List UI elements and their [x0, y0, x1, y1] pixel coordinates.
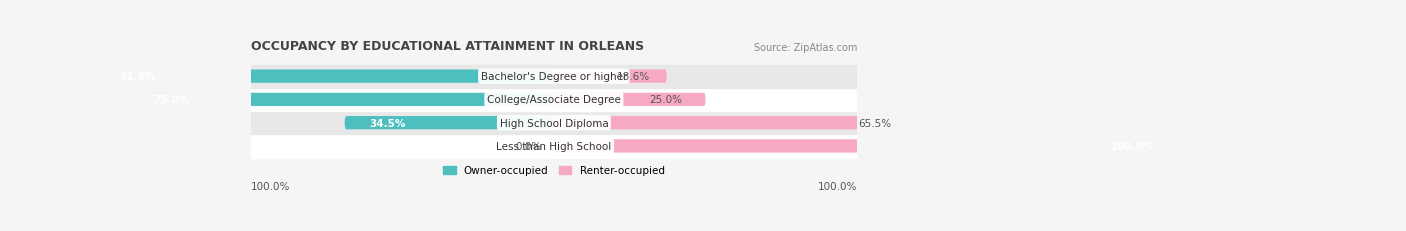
Text: 100.0%: 100.0% [818, 181, 858, 191]
Text: 0.0%: 0.0% [516, 141, 541, 151]
Text: 18.6%: 18.6% [617, 72, 650, 82]
Text: 65.5%: 65.5% [858, 118, 891, 128]
Text: 100.0%: 100.0% [250, 181, 290, 191]
Text: 25.0%: 25.0% [650, 95, 683, 105]
Bar [250, 135, 858, 158]
Bar [250, 112, 858, 135]
Text: College/Associate Degree: College/Associate Degree [486, 95, 621, 105]
Text: 75.0%: 75.0% [153, 95, 190, 105]
FancyBboxPatch shape [554, 117, 950, 130]
FancyBboxPatch shape [344, 117, 554, 130]
Text: 100.0%: 100.0% [1111, 141, 1154, 151]
FancyBboxPatch shape [554, 93, 706, 106]
Text: Less than High School: Less than High School [496, 141, 612, 151]
Text: Bachelor's Degree or higher: Bachelor's Degree or higher [481, 72, 627, 82]
Text: High School Diploma: High School Diploma [499, 118, 609, 128]
Text: 81.4%: 81.4% [120, 72, 156, 82]
FancyBboxPatch shape [60, 70, 554, 83]
Text: 34.5%: 34.5% [370, 118, 406, 128]
Text: Source: ZipAtlas.com: Source: ZipAtlas.com [754, 43, 858, 52]
Legend: Owner-occupied, Renter-occupied: Owner-occupied, Renter-occupied [439, 161, 669, 180]
FancyBboxPatch shape [554, 140, 1160, 153]
Bar [250, 88, 858, 112]
FancyBboxPatch shape [554, 70, 666, 83]
FancyBboxPatch shape [98, 93, 554, 106]
Text: OCCUPANCY BY EDUCATIONAL ATTAINMENT IN ORLEANS: OCCUPANCY BY EDUCATIONAL ATTAINMENT IN O… [250, 40, 644, 52]
Bar [250, 65, 858, 88]
